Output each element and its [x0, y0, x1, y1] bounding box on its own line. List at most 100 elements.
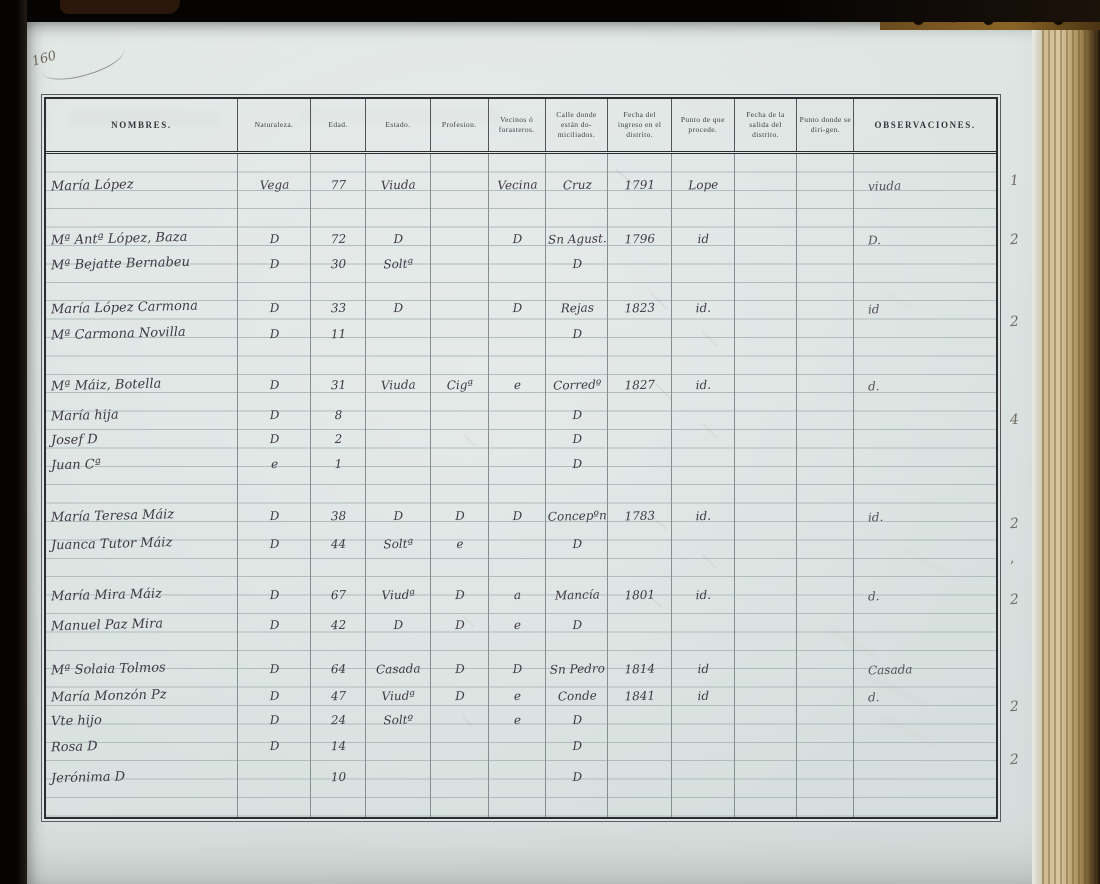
- col-header-profesion: Profesion.: [431, 99, 489, 151]
- ledger-cell: D: [512, 661, 523, 676]
- ledger-cell: id: [697, 661, 710, 676]
- ledger-cell: D: [454, 661, 465, 676]
- ledger-cell: D: [571, 326, 582, 341]
- ledger-cell: 1823: [624, 300, 656, 316]
- table-header: NOMBRES. Naturaleza. Edad. Estado. Profe…: [46, 99, 996, 154]
- ledger-cell: D: [269, 326, 280, 341]
- ledger-cell: Mª Antª López, Baza: [50, 229, 188, 249]
- ledger-cell: 11: [330, 326, 347, 342]
- margin-tally-mark: 2: [1009, 592, 1020, 609]
- col-header-nombres: NOMBRES.: [46, 99, 238, 151]
- ledger-cell: 1814: [624, 661, 656, 677]
- col-header-fecha-ingreso: Fecha del ingreso en el distrito.: [608, 99, 672, 151]
- ledger-cell: D: [512, 300, 523, 316]
- ledger-cell: Casada: [375, 661, 421, 677]
- ledger-cell: id: [697, 689, 710, 704]
- margin-tally-mark: 2: [1009, 752, 1020, 769]
- ledger-cell: Mª Solaia Tolmos: [50, 660, 166, 679]
- column-rules: [46, 154, 996, 817]
- ledger-cell: 31: [330, 378, 347, 393]
- ledger-cell: Concepºn: [547, 508, 607, 524]
- ledger-cell: id: [868, 302, 881, 317]
- col-header-punto-dirigen: Punto donde se diri-gen.: [797, 99, 855, 151]
- ledger-cell: e: [455, 536, 464, 551]
- ledger-cell: D: [269, 256, 280, 272]
- ledger-cell: id.: [868, 510, 884, 525]
- ledger-cell: 47: [330, 689, 347, 704]
- ledger-cell: id.: [695, 300, 712, 316]
- ledger-cell: 1827: [624, 377, 656, 393]
- ledger-cell: e: [513, 617, 521, 632]
- ledger-cell: 42: [330, 617, 347, 632]
- ledger-cell: D: [269, 738, 280, 754]
- ledger-row: Jerónima D 10 D: [46, 765, 996, 787]
- ledger-cell: D: [393, 508, 404, 524]
- ledger-cell: 14: [330, 738, 347, 754]
- ledger-cell: D: [454, 617, 465, 632]
- ledger-cell: D: [393, 617, 404, 632]
- ledger-cell: Viuda: [380, 177, 416, 193]
- ledger-cell: D: [571, 457, 582, 472]
- ledger-cell: 67: [330, 587, 347, 603]
- ledger-cell: 1: [334, 457, 343, 472]
- ledger-row: María López Carmona D 33 D D Rejas 1823 id. id: [46, 296, 996, 318]
- ledger-cell: e: [513, 689, 521, 704]
- ledger-cell: D: [512, 231, 523, 247]
- ledger-cell: Vte hijo: [50, 713, 103, 730]
- ledger-cell: María Monzón Pz: [50, 687, 167, 706]
- ledger-cell: Soltª: [383, 536, 414, 551]
- ledger-cell: Mª Bejatte Bernabeu: [50, 254, 191, 274]
- census-table: NOMBRES. Naturaleza. Edad. Estado. Profe…: [44, 97, 998, 819]
- ledger-cell: 44: [330, 536, 347, 551]
- ledger-cell: Cigª: [446, 378, 474, 393]
- margin-tally-mark: 1: [1009, 172, 1020, 190]
- ledger-cell: 64: [330, 661, 347, 676]
- ledger-cell: María López Carmona: [50, 298, 199, 318]
- margin-tally-column: 1 2 2 4 2 ’ 2 2 2: [998, 152, 1038, 815]
- ledger-cell: D: [269, 300, 280, 316]
- ledger-cell: 1791: [624, 177, 656, 193]
- ledger-row: María hija D 8 D: [46, 403, 996, 424]
- ledger-cell: María Mira Máiz: [50, 586, 163, 605]
- ledger-cell: D: [571, 431, 582, 446]
- ledger-row: Vte hijo D 24 Soltº e D: [46, 708, 996, 730]
- ledger-row: Mª Carmona Novilla D 11 D: [46, 322, 996, 344]
- ledger-cell: 77: [330, 177, 347, 192]
- ledger-cell: e: [270, 457, 279, 472]
- ledger-cell: Casada: [868, 662, 914, 678]
- ledger-cell: 2: [334, 431, 343, 446]
- ledger-cell: D: [269, 617, 280, 632]
- ledger-cell: D: [269, 536, 280, 551]
- ledger-cell: Juan Cª: [50, 457, 102, 474]
- ledger-cell: 8: [334, 407, 343, 422]
- ledger-row: María Teresa Máiz D 38 D D D Concepºn 1783 id. id…: [46, 504, 996, 525]
- ledger-cell: D: [269, 378, 280, 393]
- col-header-naturaleza: Naturaleza.: [238, 99, 312, 151]
- margin-tally-mark: 2: [1009, 231, 1020, 248]
- ledger-cell: D: [571, 713, 582, 728]
- ledger-cell: Sn Agust.: [547, 231, 607, 247]
- col-header-punto-procede: Punto de que procede.: [672, 99, 735, 151]
- binding-shadow-top: [0, 0, 1100, 22]
- ledger-cell: D: [454, 508, 465, 524]
- ledger-cell: 1801: [624, 587, 656, 603]
- ledger-cell: 10: [330, 770, 347, 785]
- col-header-estado: Estado.: [366, 99, 431, 151]
- ledger-cell: Mancía: [554, 587, 600, 603]
- col-header-observaciones: OBSERVACIONES.: [874, 119, 976, 130]
- ledger-cell: D: [269, 508, 280, 524]
- ledger-cell: María López: [50, 177, 134, 195]
- ledger-cell: D: [571, 407, 582, 422]
- ledger-row: Mª Solaia Tolmos D 64 Casada D D Sn Pedro 1814 i…: [46, 657, 996, 679]
- ledger-cell: D: [269, 587, 280, 603]
- ledger-cell: d.: [868, 589, 881, 604]
- ledger-cell: Mª Carmona Novilla: [50, 324, 186, 344]
- ledger-cell: D: [571, 738, 582, 754]
- margin-tally-mark: 2: [1009, 698, 1020, 716]
- ledger-cell: D: [269, 713, 280, 728]
- ledger-cell: Cruz: [562, 177, 592, 193]
- ledger-cell: Lope: [688, 177, 719, 193]
